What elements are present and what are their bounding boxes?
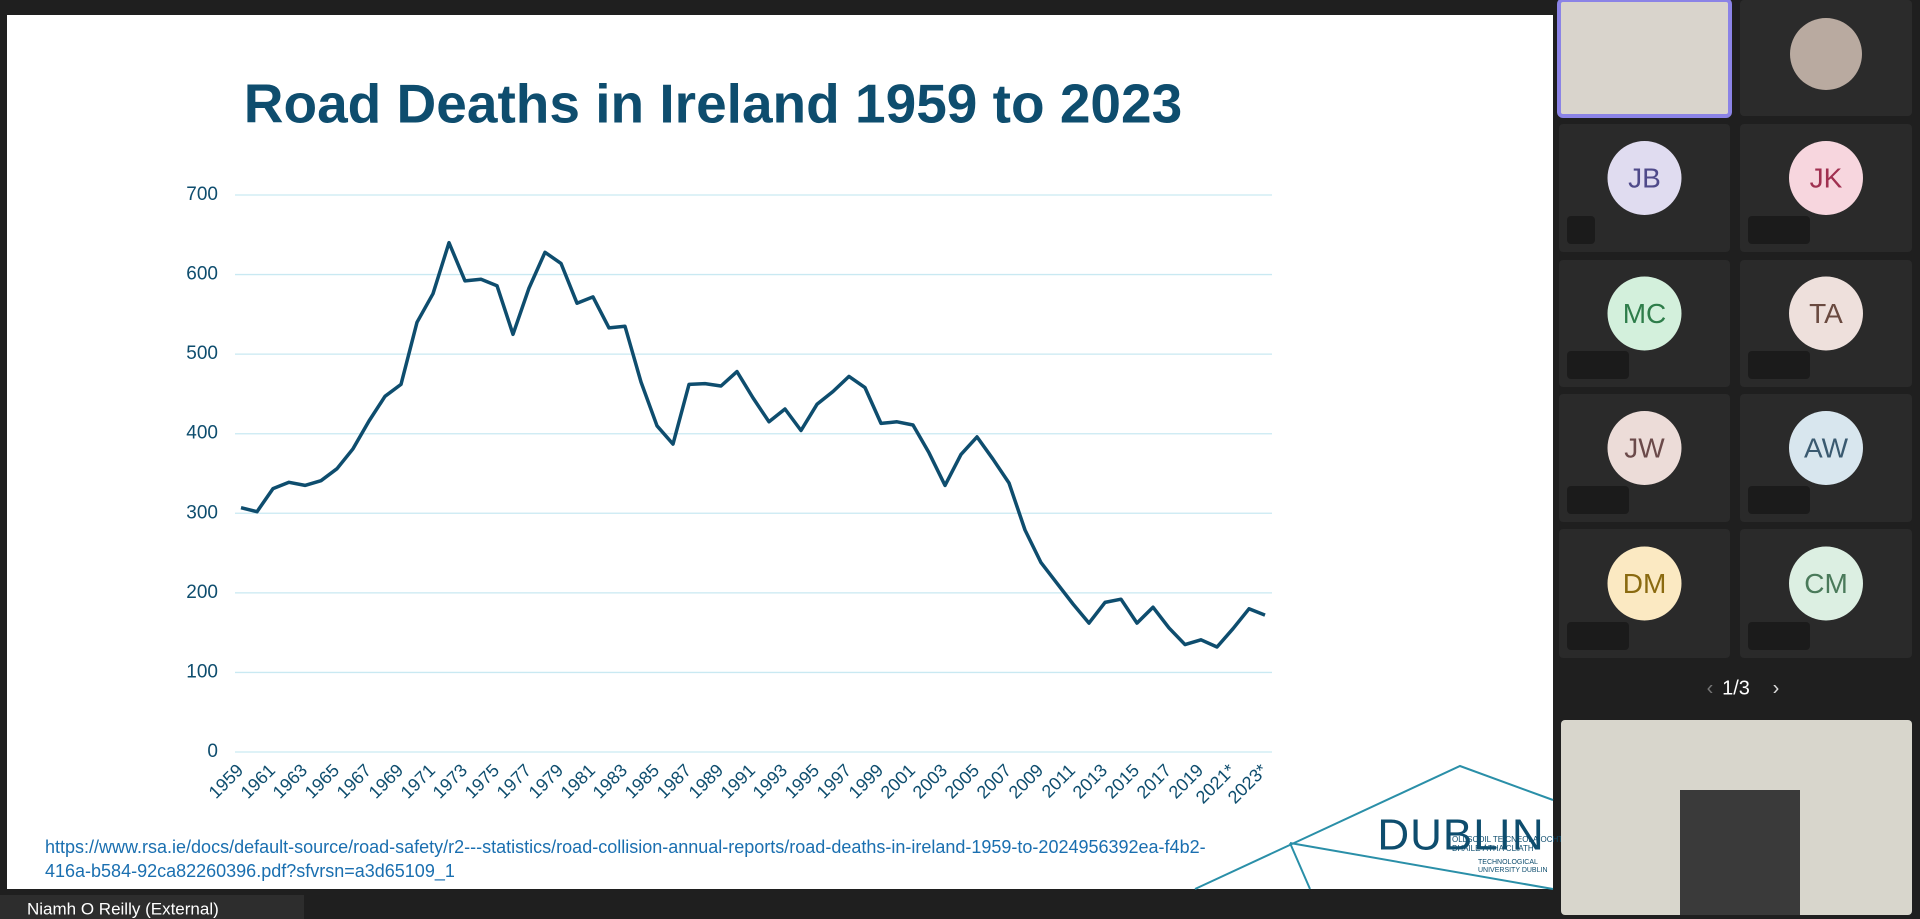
avatar-initials: DM <box>1623 568 1667 599</box>
presenter-figure <box>1680 790 1800 915</box>
status-icons <box>1567 622 1629 650</box>
status-icons <box>1748 351 1810 379</box>
avatar-initials: JB <box>1628 162 1661 193</box>
name-bar <box>0 895 304 919</box>
avatar-initials: CM <box>1804 568 1848 599</box>
avatar-initials: JK <box>1810 162 1843 193</box>
status-icons <box>1567 351 1629 379</box>
y-tick-label: 700 <box>186 184 218 205</box>
avatar-initials: JW <box>1624 432 1665 463</box>
avatar <box>1607 141 1682 215</box>
prev-page[interactable]: ‹ <box>1707 677 1714 699</box>
status-icons <box>1748 622 1810 650</box>
logo-english: UNIVERSITY DUBLIN <box>1478 867 1548 874</box>
avatar <box>1607 411 1682 485</box>
y-tick-label: 500 <box>186 343 218 364</box>
avatar <box>1789 411 1863 485</box>
participant-grid: JB JK MC TA JW AW DM CM <box>1557 0 1912 658</box>
pager: 1/3 <box>1722 677 1750 699</box>
video-tile <box>1557 0 1732 118</box>
avatar-photo <box>1790 18 1862 90</box>
status-icons <box>1567 486 1629 514</box>
next-page[interactable]: › <box>1773 677 1780 699</box>
avatar <box>1789 141 1863 215</box>
logo-english: TECHNOLOGICAL <box>1478 859 1538 866</box>
logo-name: DUBLIN <box>1377 811 1544 860</box>
logo-irish: BHAILE ÁTHA CLIATH <box>1452 844 1534 853</box>
logo-lines <box>1194 764 1554 890</box>
y-tick-label: 200 <box>186 582 218 603</box>
y-tick-label: 100 <box>186 661 218 682</box>
data-line <box>240 240 1266 649</box>
presenter-name: Niamh O Reilly (External) <box>27 899 219 918</box>
avatar-initials: AW <box>1804 432 1849 463</box>
avatar-initials: MC <box>1623 298 1667 329</box>
avatar <box>1789 276 1863 351</box>
y-tick-label: 400 <box>186 423 218 444</box>
y-tick-label: 600 <box>186 264 218 285</box>
y-tick-label: 300 <box>186 502 218 523</box>
avatar <box>1789 546 1863 621</box>
status-icons <box>1748 486 1810 514</box>
status-icons <box>1748 216 1810 244</box>
avatar-initials: TA <box>1809 298 1843 329</box>
chart-title: Road Deaths in Ireland 1959 to 2023 <box>244 73 1182 135</box>
logo-irish: OLLSCOIL TEICNEOLAÍOCHTA <box>1452 835 1569 844</box>
y-tick-label: 0 <box>207 741 218 762</box>
source-url[interactable]: https://www.rsa.ie/docs/default-source/r… <box>45 837 1206 857</box>
avatar <box>1607 546 1682 621</box>
logo: OLLSCOIL TEICNEOLAÍOCHTA BHAILE ÁTHA CLI… <box>1194 764 1569 890</box>
slide <box>7 15 1553 889</box>
source-url[interactable]: 416a-b584-92ca82260396.pdf?sfvrsn=a3d651… <box>45 861 455 882</box>
avatar <box>1607 276 1682 351</box>
status-icons <box>1567 216 1595 244</box>
